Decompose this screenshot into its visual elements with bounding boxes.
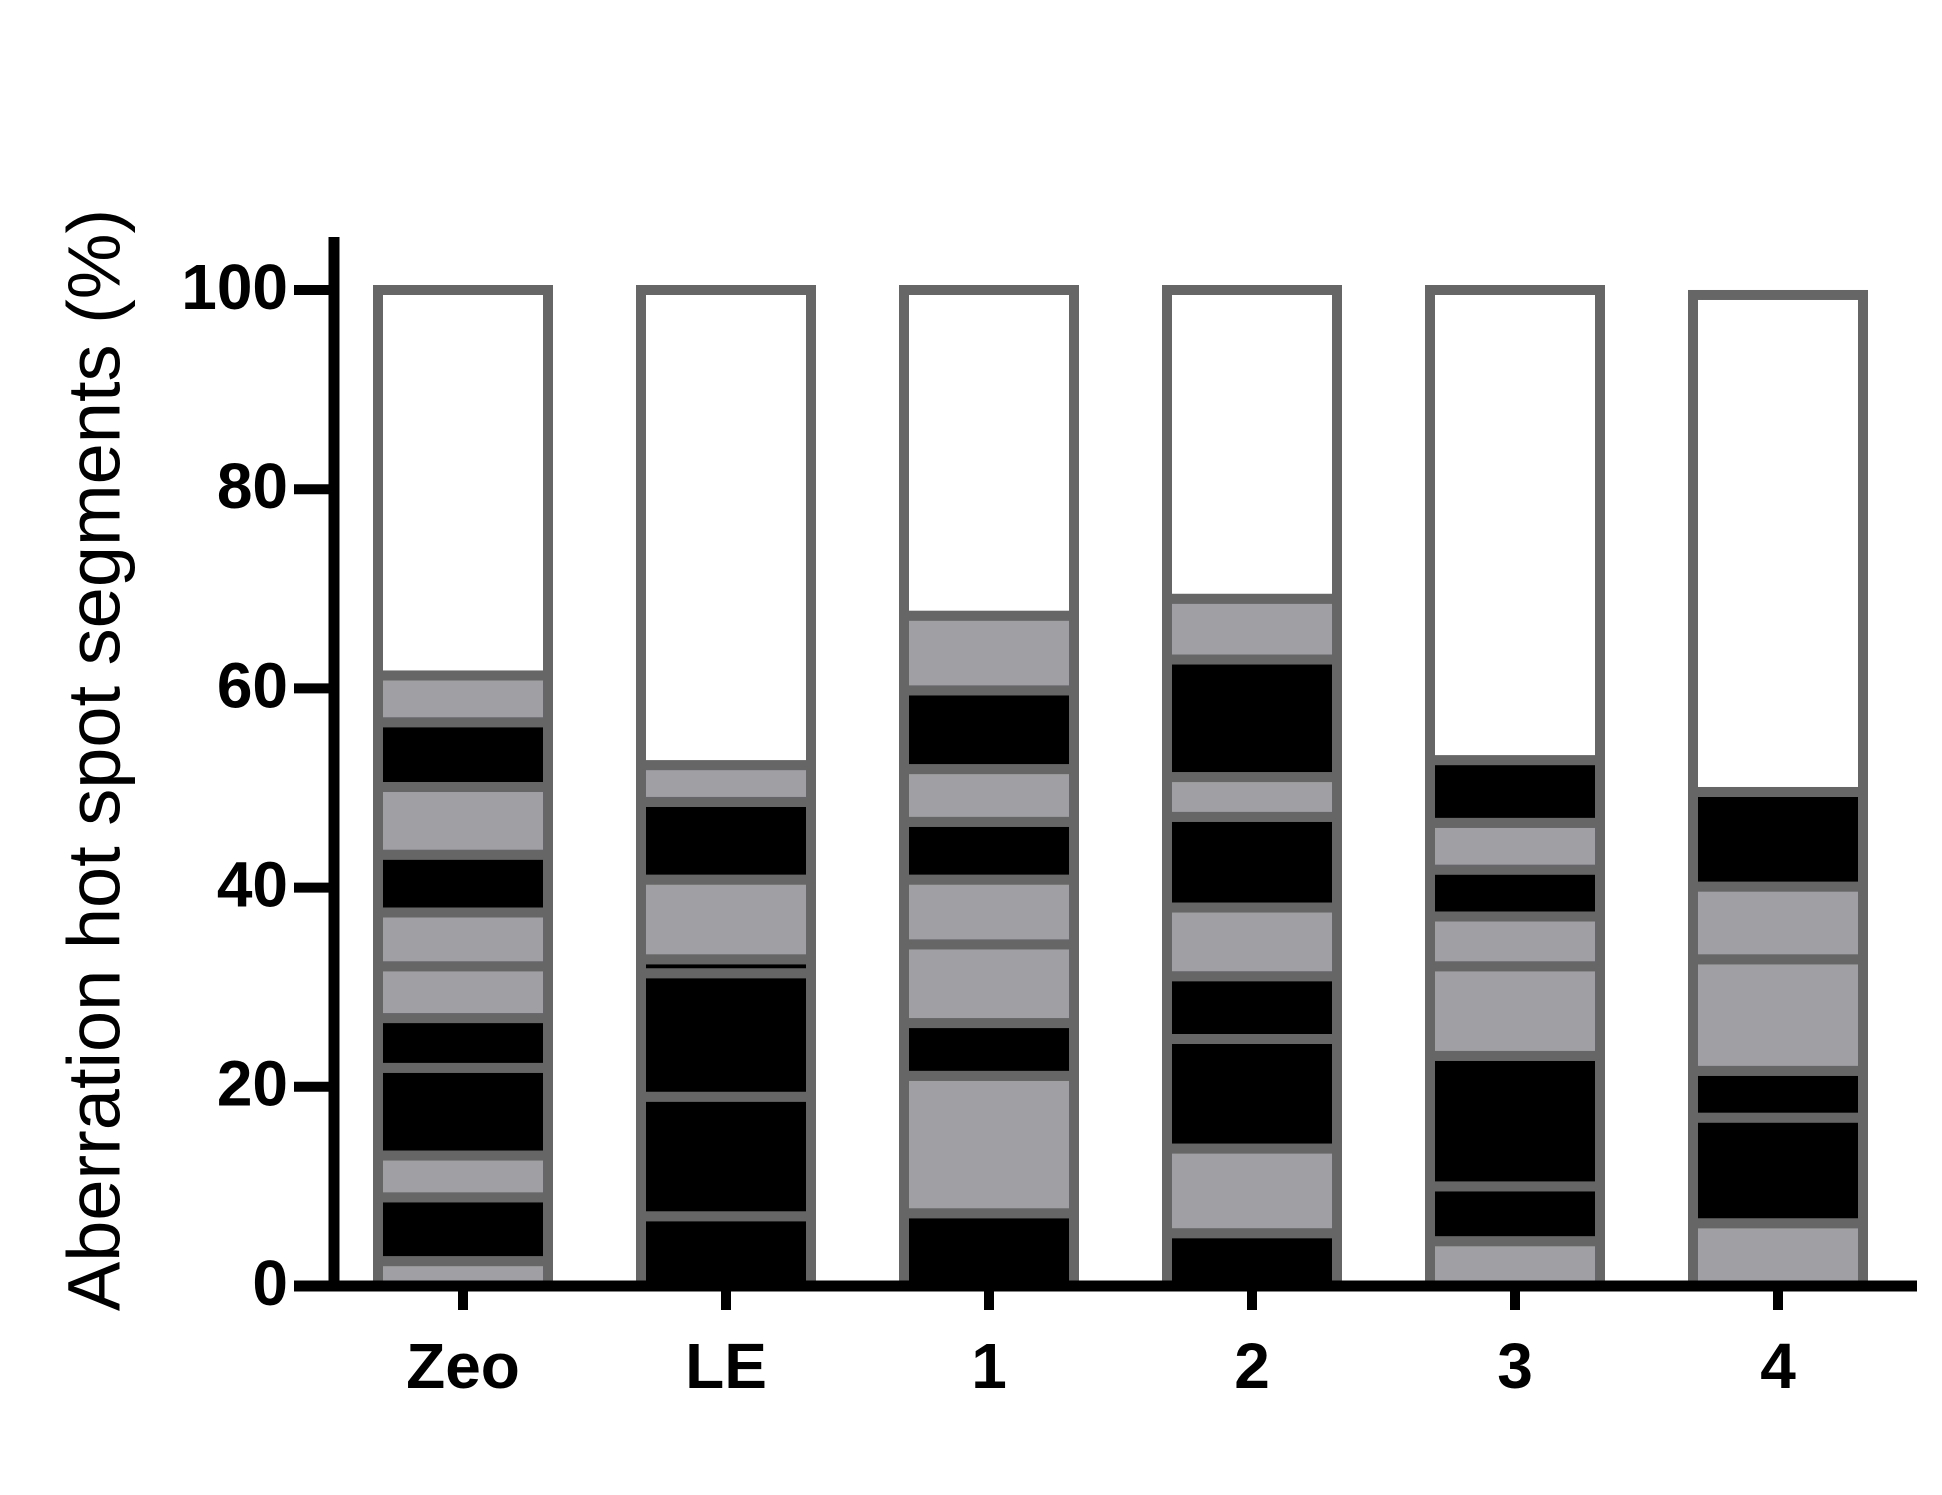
y-tick-label: 80 xyxy=(217,450,288,522)
bar-segment xyxy=(1162,593,1342,665)
y-axis-label: Aberration hot spot segments (%) xyxy=(53,209,136,1311)
bar-segment xyxy=(1162,1228,1342,1292)
y-tick-label: 0 xyxy=(252,1247,288,1319)
y-tick-label: 100 xyxy=(181,251,288,323)
bar-segment xyxy=(1162,971,1342,1044)
bar-segment xyxy=(1162,285,1342,604)
bar-segment xyxy=(1162,772,1342,822)
bar-segment xyxy=(1425,911,1605,972)
x-tick-label: 2 xyxy=(1234,1330,1270,1402)
bar-segment xyxy=(373,1062,553,1161)
bar-segment xyxy=(899,610,1079,696)
bar-segment xyxy=(899,939,1079,1029)
bar-segment xyxy=(373,907,553,972)
x-tick-label: 4 xyxy=(1760,1330,1796,1402)
x-tick-label: Zeo xyxy=(406,1330,520,1402)
bar-segment xyxy=(1688,954,1868,1076)
bar-segment xyxy=(373,849,553,918)
x-tick-label: LE xyxy=(685,1330,767,1402)
bar-segment xyxy=(373,782,553,860)
x-tick-label: 3 xyxy=(1497,1330,1533,1402)
bar-segment xyxy=(899,285,1079,621)
bar-segment xyxy=(1162,1033,1342,1154)
bar-segment xyxy=(373,1150,553,1203)
bar-segment xyxy=(373,1192,553,1267)
bar-segment xyxy=(1688,1218,1868,1291)
bar-segment xyxy=(1425,864,1605,922)
bar-segment xyxy=(899,1018,1079,1081)
bar-segment xyxy=(373,961,553,1024)
bar-segment xyxy=(1162,811,1342,913)
bar-segment xyxy=(636,760,816,807)
bar-segment xyxy=(636,1211,816,1292)
bar-segment xyxy=(373,717,553,793)
y-tick-label: 60 xyxy=(217,649,288,721)
bar-segment xyxy=(373,670,553,728)
bar-segment xyxy=(1688,881,1868,965)
bar-segment xyxy=(1162,1143,1342,1239)
bar-segment xyxy=(899,685,1079,775)
bar-segment xyxy=(899,874,1079,950)
bar-segment xyxy=(1688,786,1868,892)
bar-segment xyxy=(636,285,816,771)
bar-segment xyxy=(1425,285,1605,766)
bar-segment xyxy=(899,816,1079,885)
bar-segment xyxy=(1425,755,1605,828)
x-tick-label: 1 xyxy=(971,1330,1007,1402)
bar-segment xyxy=(899,1070,1079,1219)
bar-segment xyxy=(1425,817,1605,875)
bar-segment xyxy=(1688,1065,1868,1123)
bar-segment xyxy=(1162,654,1342,783)
bar-segment xyxy=(1162,902,1342,982)
y-tick-label: 20 xyxy=(217,1048,288,1120)
bar-segment xyxy=(1425,1236,1605,1292)
bar-segment xyxy=(636,874,816,965)
bar-segment xyxy=(373,285,553,681)
bar-segment xyxy=(1688,1112,1868,1229)
y-tick-label: 40 xyxy=(217,849,288,921)
bar-segment xyxy=(636,796,816,885)
bar-segment xyxy=(899,1208,1079,1291)
bar-segment xyxy=(636,1091,816,1222)
bar-segment xyxy=(1425,961,1605,1061)
bar-segment xyxy=(1425,1181,1605,1247)
bar-segment xyxy=(1688,289,1868,797)
bar-segment xyxy=(636,968,816,1102)
bar-segment xyxy=(373,1013,553,1073)
bar-segment xyxy=(899,764,1079,827)
bar-segment xyxy=(1425,1050,1605,1192)
